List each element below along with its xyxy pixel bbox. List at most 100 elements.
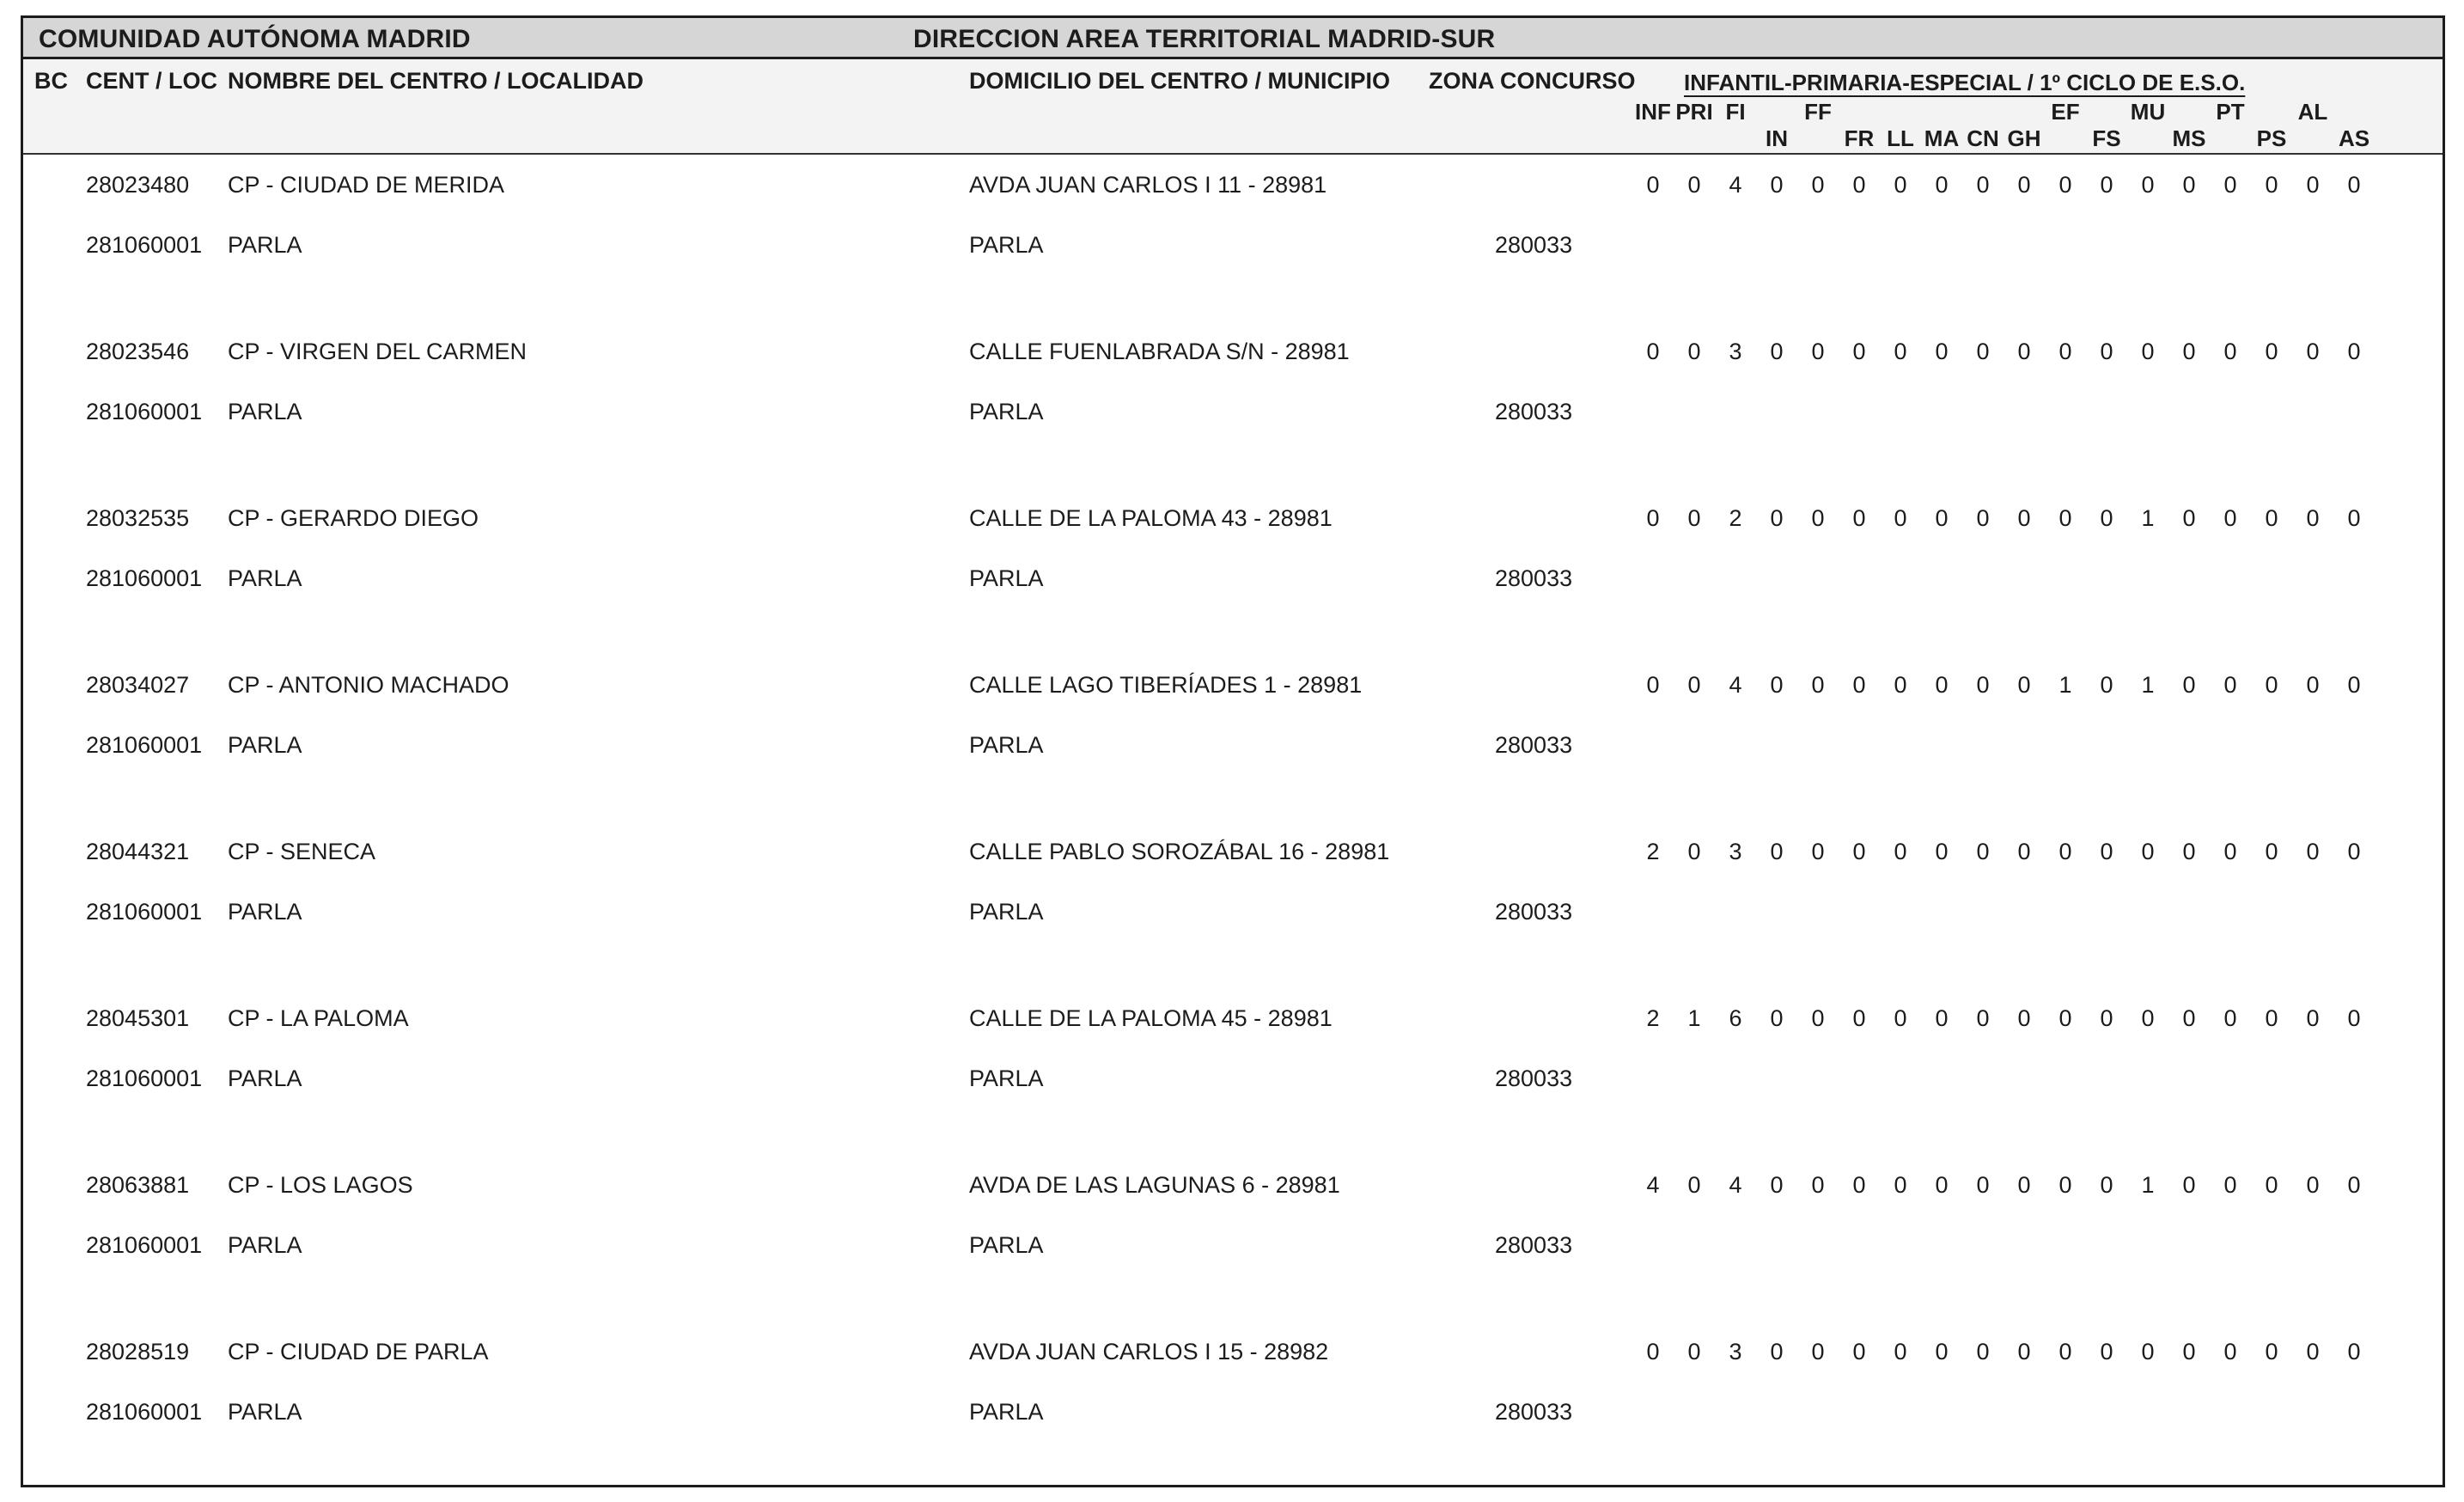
subject-col-label: PRI bbox=[1675, 99, 1713, 125]
vacancy-value: 0 bbox=[2182, 1005, 2196, 1031]
report-frame: COMUNIDAD AUTÓNOMA MADRID DIRECCION AREA… bbox=[21, 15, 2445, 1487]
vacancy-value: 0 bbox=[1646, 1339, 1660, 1365]
subject-col-label bbox=[2251, 99, 2292, 125]
center-line: 28045301 CP - LA PALOMA CALLE DE LA PALO… bbox=[23, 1005, 2443, 1035]
center-code: 28044321 bbox=[86, 839, 190, 864]
vacancy-value: 1 bbox=[1687, 1005, 1701, 1031]
vacancy-value: 0 bbox=[2100, 1005, 2113, 1031]
vacancy-value: 0 bbox=[1894, 339, 1907, 364]
header-cent-loc: CENT / LOC bbox=[86, 68, 217, 94]
subject-col-label: MA bbox=[1924, 125, 1960, 151]
vacancy-value: 0 bbox=[2306, 1005, 2320, 1031]
vacancy-value: 0 bbox=[2058, 839, 2072, 864]
vacancy-value: 4 bbox=[1729, 672, 1742, 698]
center-address: CALLE PABLO SOROZÁBAL 16 - 28981 bbox=[969, 839, 1390, 864]
center-name: CP - CIUDAD DE MERIDA bbox=[228, 172, 505, 198]
vacancy-value: 0 bbox=[1770, 839, 1784, 864]
vacancy-value: 0 bbox=[1770, 339, 1784, 364]
center-line: 28034027 CP - ANTONIO MACHADO CALLE LAGO… bbox=[23, 672, 2443, 701]
header-bc: BC bbox=[34, 68, 68, 94]
subject-col-label bbox=[2045, 125, 2086, 152]
vacancy-value: 0 bbox=[2182, 839, 2196, 864]
header-zona-concurso: ZONA CONCURSO bbox=[1429, 68, 1636, 94]
vacancy-value: 0 bbox=[2058, 1339, 2072, 1365]
vacancy-value: 0 bbox=[2100, 339, 2113, 364]
locality-name: PARLA bbox=[228, 732, 302, 758]
vacancy-value: 0 bbox=[1935, 672, 1949, 698]
zona-concurso-code: 280033 bbox=[1495, 732, 1573, 758]
subject-header-top: INF PRI FI FF EF MU PT AL bbox=[1632, 99, 2375, 125]
title-bar: COMUNIDAD AUTÓNOMA MADRID DIRECCION AREA… bbox=[23, 18, 2443, 59]
center-name: CP - ANTONIO MACHADO bbox=[228, 672, 509, 698]
vacancy-value: 0 bbox=[1976, 172, 1990, 198]
vacancy-value: 0 bbox=[1935, 1339, 1949, 1365]
center-address: AVDA JUAN CARLOS I 11 - 28981 bbox=[969, 172, 1327, 198]
vacancy-value: 0 bbox=[1687, 339, 1701, 364]
vacancy-value: 0 bbox=[1770, 505, 1784, 531]
vacancy-value: 0 bbox=[1894, 672, 1907, 698]
vacancy-value: 0 bbox=[2017, 1339, 2031, 1365]
center-address: CALLE DE LA PALOMA 43 - 28981 bbox=[969, 505, 1333, 531]
vacancy-value: 0 bbox=[2058, 1005, 2072, 1031]
vacancy-value: 0 bbox=[1770, 672, 1784, 698]
region-title: COMUNIDAD AUTÓNOMA MADRID bbox=[39, 25, 471, 53]
vacancy-value: 0 bbox=[1852, 172, 1866, 198]
vacancy-value: 0 bbox=[2223, 672, 2237, 698]
vacancy-value: 0 bbox=[2265, 672, 2278, 698]
locality-code: 281060001 bbox=[86, 1399, 203, 1425]
vacancy-value: 0 bbox=[1811, 1339, 1825, 1365]
vacancy-value: 0 bbox=[1976, 1339, 1990, 1365]
vacancy-value: 0 bbox=[2017, 1172, 2031, 1198]
vacancy-value: 0 bbox=[2306, 839, 2320, 864]
vacancy-values: 0 0 3 0 0 0 0 0 0 0 0 0 0 0 0 0 0 0 bbox=[1632, 1339, 2375, 1365]
center-name: CP - SENECA bbox=[228, 839, 376, 864]
vacancy-value: 0 bbox=[2223, 1339, 2237, 1365]
vacancy-value: 0 bbox=[1687, 672, 1701, 698]
municipality-name: PARLA bbox=[969, 399, 1044, 424]
vacancy-value: 2 bbox=[1646, 839, 1660, 864]
subject-header-bottom: IN FR LL MA CN GH FS MS PS AS bbox=[1632, 125, 2375, 152]
vacancy-value: 0 bbox=[2347, 1339, 2361, 1365]
vacancy-value: 1 bbox=[2141, 672, 2155, 698]
header-domicilio: DOMICILIO DEL CENTRO / MUNICIPIO bbox=[969, 68, 1391, 94]
zona-concurso-code: 280033 bbox=[1495, 232, 1573, 258]
vacancy-value: 0 bbox=[2182, 672, 2196, 698]
vacancy-value: 0 bbox=[2141, 339, 2155, 364]
vacancy-value: 4 bbox=[1729, 172, 1742, 198]
center-line: 28044321 CP - SENECA CALLE PABLO SOROZÁB… bbox=[23, 839, 2443, 868]
vacancy-value: 0 bbox=[2017, 172, 2031, 198]
vacancy-value: 0 bbox=[1811, 1172, 1825, 1198]
zona-concurso-code: 280033 bbox=[1495, 1065, 1573, 1091]
vacancy-value: 0 bbox=[2347, 172, 2361, 198]
subject-col-label bbox=[1797, 125, 1839, 152]
subject-col-label bbox=[1632, 125, 1674, 152]
municipality-name: PARLA bbox=[969, 732, 1044, 758]
locality-code: 281060001 bbox=[86, 732, 203, 758]
locality-name: PARLA bbox=[228, 1232, 302, 1258]
vacancy-value: 0 bbox=[2223, 172, 2237, 198]
vacancy-value: 0 bbox=[2017, 505, 2031, 531]
vacancy-value: 0 bbox=[1894, 1005, 1907, 1031]
subject-col-label: MS bbox=[2172, 125, 2206, 151]
locality-name: PARLA bbox=[228, 232, 302, 258]
vacancy-value: 0 bbox=[2265, 505, 2278, 531]
subject-col-label bbox=[1674, 125, 1715, 152]
vacancy-value: 0 bbox=[2182, 339, 2196, 364]
vacancy-value: 0 bbox=[2347, 1005, 2361, 1031]
zona-concurso-code: 280033 bbox=[1495, 899, 1573, 925]
vacancy-value: 0 bbox=[1976, 839, 1990, 864]
vacancy-value: 0 bbox=[2306, 1339, 2320, 1365]
table-row: 28028519 CP - CIUDAD DE PARLA AVDA JUAN … bbox=[23, 1322, 2443, 1485]
vacancy-value: 0 bbox=[2058, 505, 2072, 531]
locality-line: 281060001 PARLA PARLA 280033 bbox=[23, 1065, 2443, 1095]
vacancy-value: 0 bbox=[2265, 1005, 2278, 1031]
vacancy-value: 0 bbox=[2017, 339, 2031, 364]
vacancy-value: 0 bbox=[1894, 172, 1907, 198]
locality-name: PARLA bbox=[228, 399, 302, 424]
subject-col-label bbox=[2004, 99, 2045, 125]
vacancy-value: 0 bbox=[2223, 339, 2237, 364]
municipality-name: PARLA bbox=[969, 1065, 1044, 1091]
zona-concurso-code: 280033 bbox=[1495, 565, 1573, 591]
vacancy-value: 0 bbox=[1687, 839, 1701, 864]
vacancy-value: 3 bbox=[1729, 339, 1742, 364]
